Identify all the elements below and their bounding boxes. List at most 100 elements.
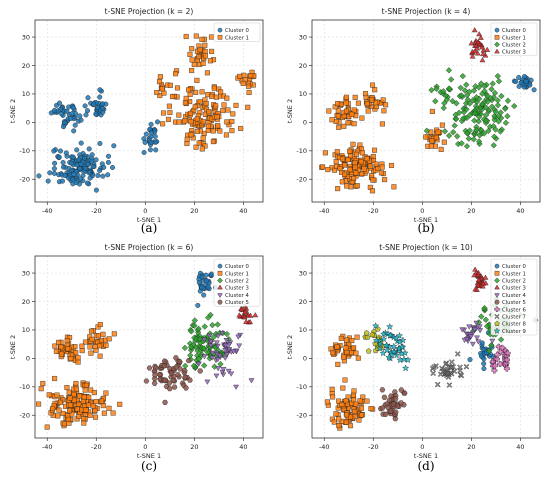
data-point [197, 99, 203, 105]
data-point [60, 164, 66, 170]
data-point [46, 392, 52, 398]
x-tick-label: -20 [91, 207, 102, 215]
data-point [457, 364, 463, 371]
data-point [97, 167, 103, 173]
data-point [454, 133, 461, 140]
legend-label: Cluster 3 [502, 50, 526, 56]
data-point [370, 188, 375, 194]
data-point [95, 333, 101, 339]
data-point [379, 349, 387, 357]
data-point [90, 163, 96, 169]
data-point [157, 79, 162, 85]
data-point [89, 158, 95, 164]
x-tick-label: -20 [368, 207, 379, 215]
data-point [497, 361, 504, 367]
data-point [441, 128, 449, 135]
legend-label: Cluster 2 [502, 279, 526, 285]
data-point [334, 344, 340, 350]
data-point [460, 115, 467, 122]
data-point [152, 372, 158, 378]
legend-label: Cluster 0 [225, 264, 249, 270]
data-point [335, 113, 341, 119]
data-point [71, 171, 77, 177]
y-tick-label: -10 [296, 147, 307, 155]
data-point [191, 317, 198, 324]
data-point [218, 89, 224, 95]
data-point [491, 89, 499, 97]
data-point [87, 344, 93, 350]
data-point [482, 316, 489, 323]
data-point [482, 274, 489, 280]
data-point [475, 84, 483, 91]
data-point [475, 39, 481, 45]
data-point [351, 175, 357, 181]
data-point [184, 136, 190, 142]
data-point [242, 309, 249, 315]
data-point [148, 139, 154, 145]
data-point [209, 93, 215, 99]
data-point [474, 286, 480, 292]
data-point [166, 103, 172, 109]
data-point [53, 348, 59, 354]
data-point [430, 370, 436, 377]
legend-label: Cluster 0 [502, 28, 526, 34]
data-point [207, 58, 213, 64]
data-point [103, 342, 109, 348]
data-point [58, 344, 64, 350]
data-point [44, 424, 50, 430]
data-point [182, 118, 188, 124]
data-point [370, 177, 376, 183]
x-tick-label: 0 [143, 443, 147, 451]
data-point [336, 423, 342, 429]
data-point [463, 81, 470, 88]
data-point [446, 382, 453, 388]
data-point [242, 77, 248, 83]
data-point [351, 107, 357, 113]
data-point [349, 111, 355, 117]
data-point [220, 108, 226, 114]
data-point [336, 124, 342, 130]
data-point [389, 163, 394, 168]
data-point [60, 178, 66, 184]
data-point [354, 334, 360, 340]
data-point [93, 399, 99, 404]
data-point [229, 128, 235, 134]
data-point [202, 42, 208, 48]
data-point [195, 325, 202, 332]
data-point [70, 105, 76, 111]
data-point [97, 140, 103, 146]
data-point [359, 405, 364, 411]
data-point [206, 109, 212, 115]
data-point [176, 112, 182, 118]
data-point [382, 177, 388, 183]
data-point [87, 412, 93, 418]
data-point [175, 85, 180, 91]
data-point [222, 355, 229, 361]
data-point [335, 101, 341, 107]
legend-marker [494, 320, 500, 326]
x-axis-label: t-SNE 1 [414, 216, 438, 224]
legend-label: Cluster 7 [502, 315, 526, 321]
data-point [67, 395, 73, 401]
data-point [83, 407, 89, 413]
data-point [428, 143, 434, 149]
data-point [157, 376, 164, 382]
data-point [141, 149, 147, 155]
data-point [352, 414, 358, 419]
legend-marker [217, 293, 223, 298]
y-axis-label: t-SNE 2 [9, 335, 17, 359]
data-point [475, 276, 482, 282]
data-point [359, 412, 364, 418]
data-point [330, 350, 336, 356]
data-point [476, 31, 483, 37]
data-point [252, 312, 259, 318]
data-point [434, 381, 441, 388]
legend-marker [217, 299, 223, 305]
data-point [204, 379, 211, 385]
data-point [478, 353, 484, 359]
data-point [369, 173, 375, 179]
data-point [341, 123, 347, 129]
